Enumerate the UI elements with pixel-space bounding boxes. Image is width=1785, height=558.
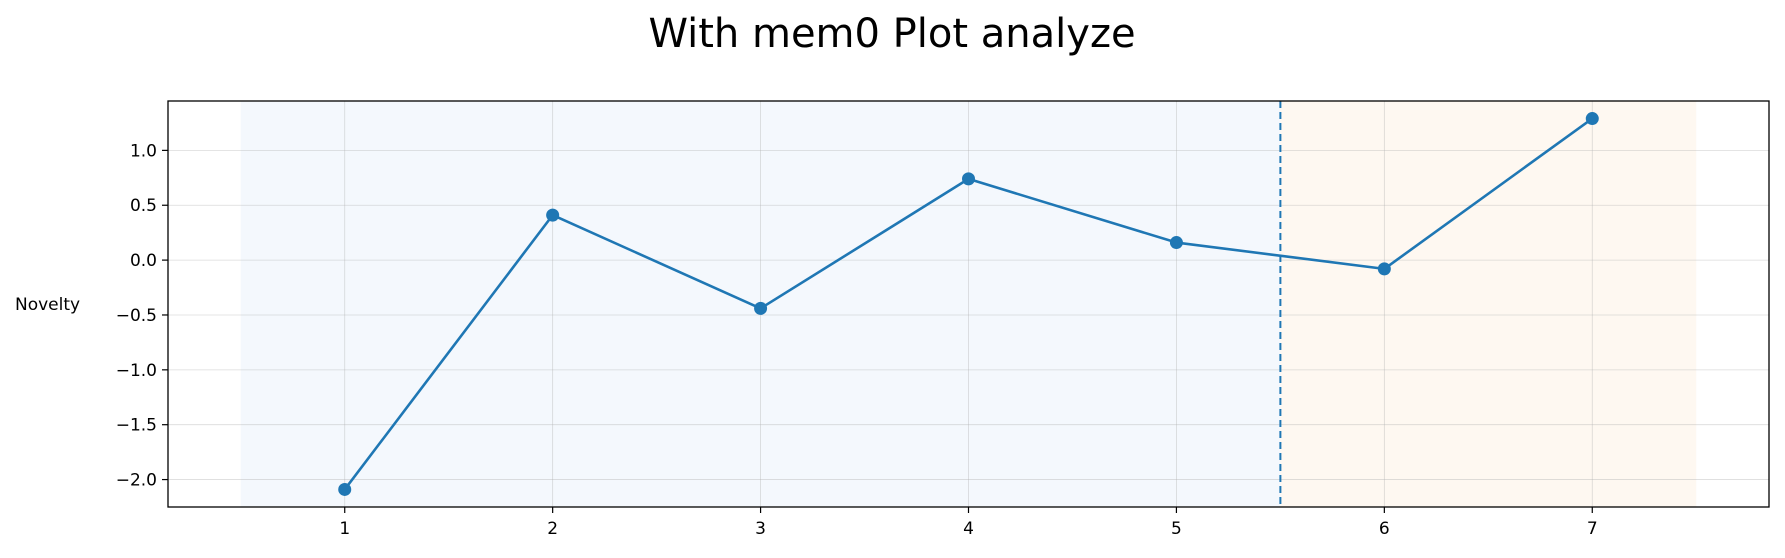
shaded-regions	[240, 101, 1697, 507]
data-point-7	[1585, 112, 1599, 126]
x-tick-label: 5	[1171, 519, 1182, 539]
data-point-4	[962, 172, 975, 186]
y-tick-label: 0.0	[130, 251, 157, 271]
shaded-region-2	[1280, 101, 1697, 507]
series	[338, 112, 1599, 496]
chart-title: With mem0 Plot analyze	[648, 11, 1135, 57]
y-tick-label: −1.0	[116, 361, 157, 381]
y-axis-label: Novelty	[15, 295, 80, 315]
y-tick-label: 0.5	[130, 196, 157, 216]
x-tick-label: 3	[755, 519, 766, 539]
x-tick-label: 4	[963, 519, 974, 539]
data-point-3	[754, 301, 768, 315]
x-tick-label: 1	[339, 519, 350, 539]
data-point-2	[546, 208, 560, 222]
x-tick-label: 6	[1379, 519, 1390, 539]
x-tick-label: 7	[1587, 519, 1598, 539]
data-point-1	[338, 482, 352, 496]
y-tick-label: −2.0	[116, 471, 157, 491]
y-axis: 1.0 0.5 0.0 −0.5 −1.0 −1.5 −2.0	[116, 141, 168, 491]
data-point-5	[1169, 236, 1183, 250]
y-tick-label: −0.5	[116, 306, 157, 326]
x-axis: 1 2 3 4 5 6 7	[339, 507, 1598, 539]
grid	[168, 101, 1769, 507]
y-tick-label: 1.0	[130, 141, 157, 161]
data-point-6	[1377, 262, 1391, 276]
x-tick-label: 2	[547, 519, 558, 539]
y-tick-label: −1.5	[116, 416, 157, 436]
